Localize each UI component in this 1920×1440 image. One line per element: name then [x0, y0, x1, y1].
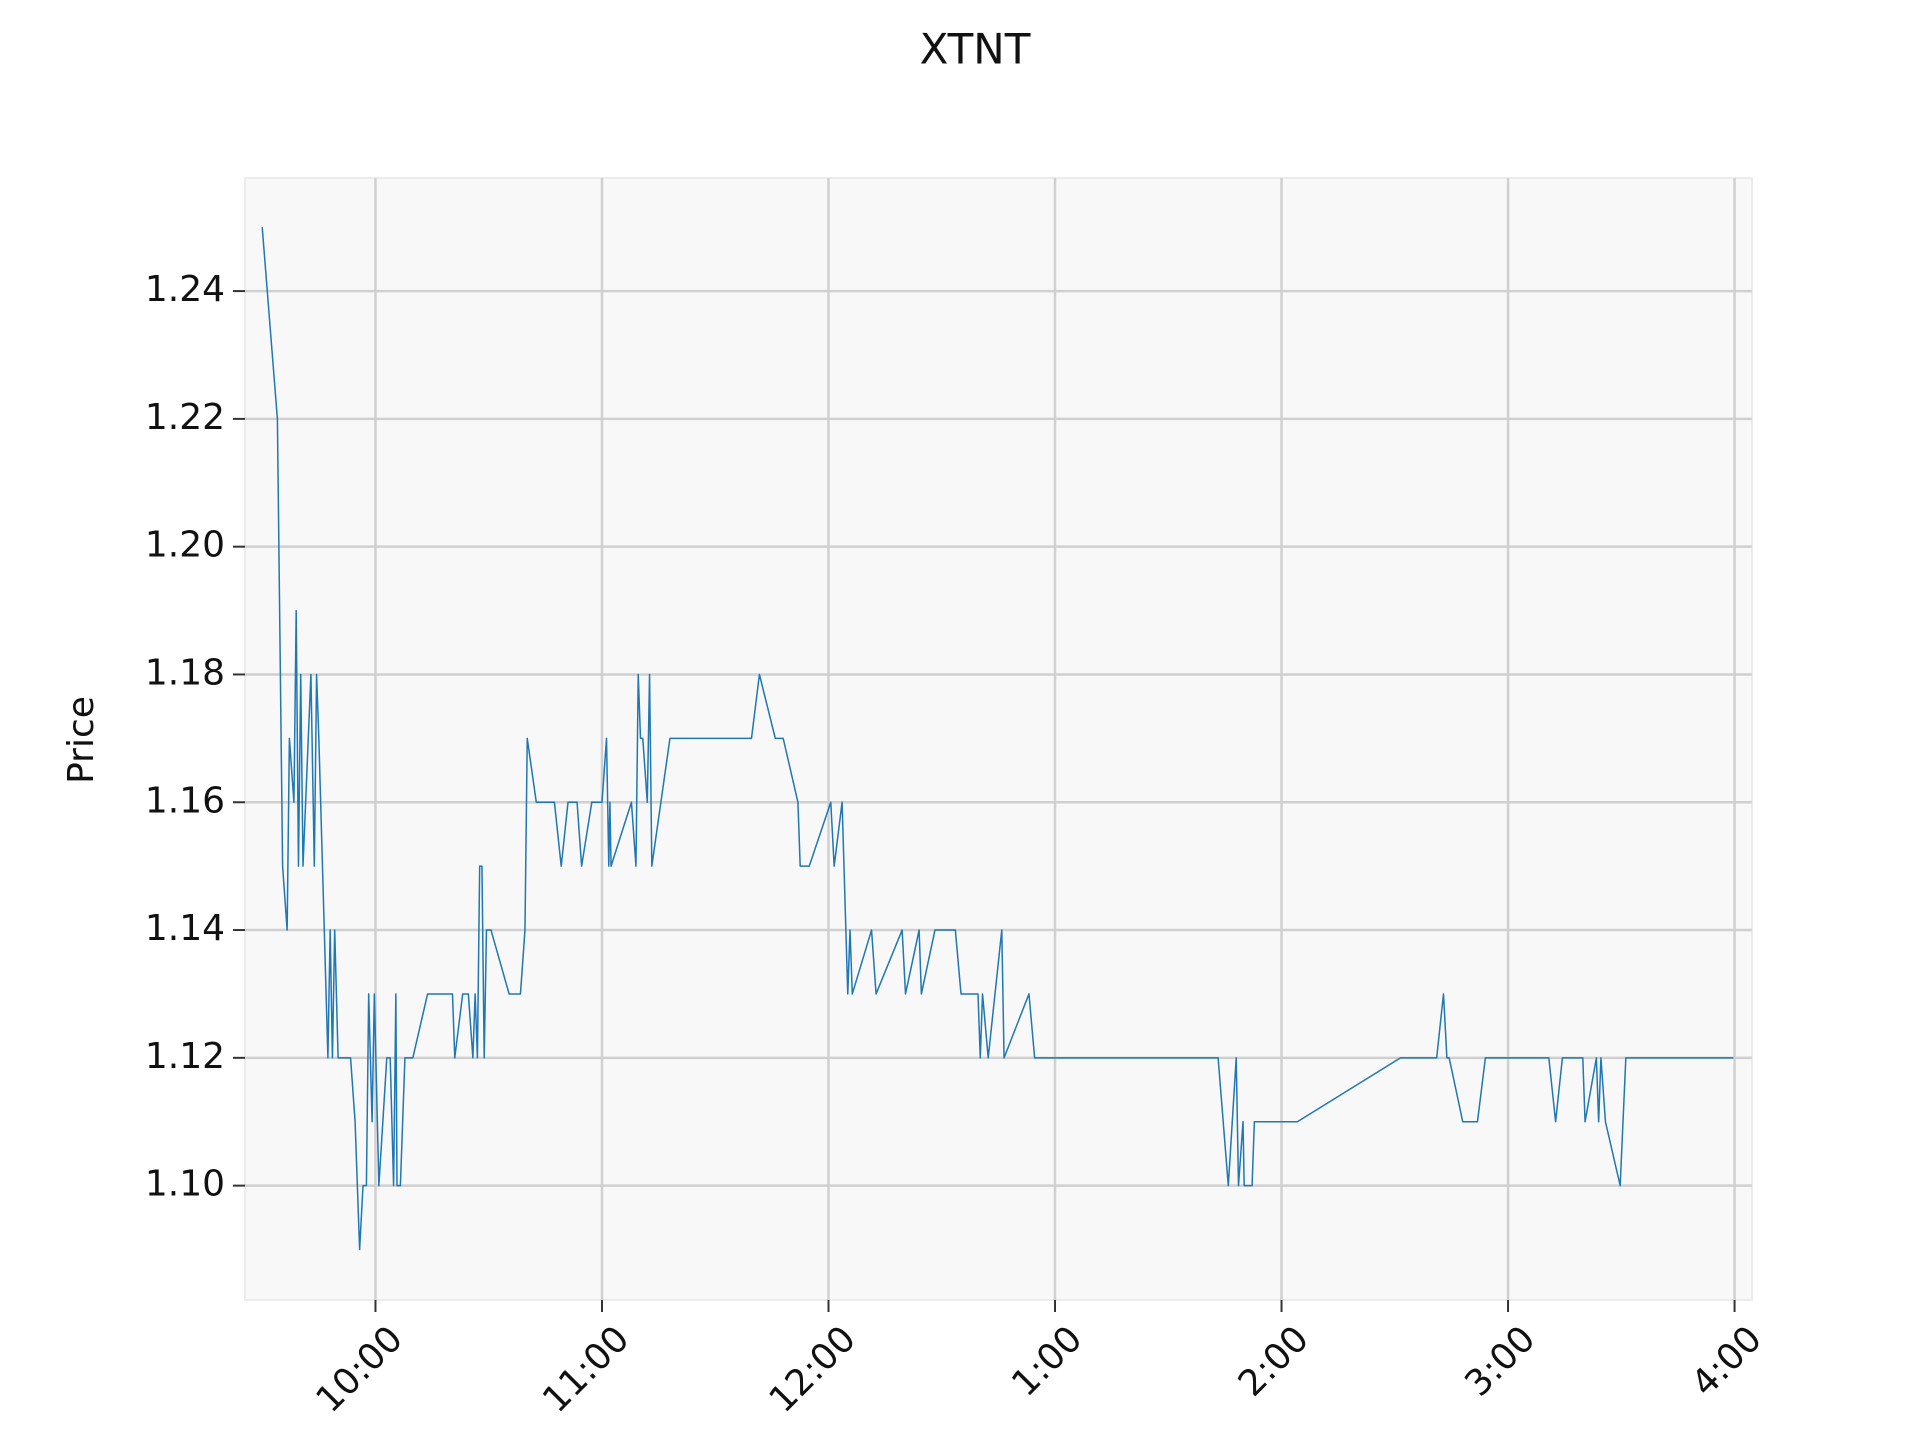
y-tick-label: 1.16 — [145, 780, 225, 821]
y-tick-label: 1.18 — [145, 652, 225, 693]
y-axis-label: Price — [61, 696, 102, 784]
x-tick-label: 4:00 — [1684, 1318, 1770, 1404]
y-tick-label: 1.10 — [145, 1164, 225, 1205]
x-tick-label: 2:00 — [1231, 1318, 1317, 1404]
y-tick-label: 1.12 — [145, 1036, 225, 1077]
x-tick-label: 3:00 — [1457, 1318, 1543, 1404]
y-tick-label: 1.14 — [145, 908, 225, 949]
x-tick-label: 10:00 — [309, 1318, 411, 1420]
price-line — [261, 227, 1734, 1251]
y-tick-label: 1.20 — [145, 525, 225, 566]
plot-area — [244, 177, 1753, 1301]
y-tick-label: 1.22 — [145, 397, 225, 438]
x-tick-label: 11:00 — [535, 1318, 637, 1420]
x-tick-label: 1:00 — [1004, 1318, 1090, 1404]
x-tick-label: 12:00 — [762, 1318, 864, 1420]
chart-title: XTNT — [920, 25, 1031, 74]
y-tick-label: 1.24 — [145, 269, 225, 310]
